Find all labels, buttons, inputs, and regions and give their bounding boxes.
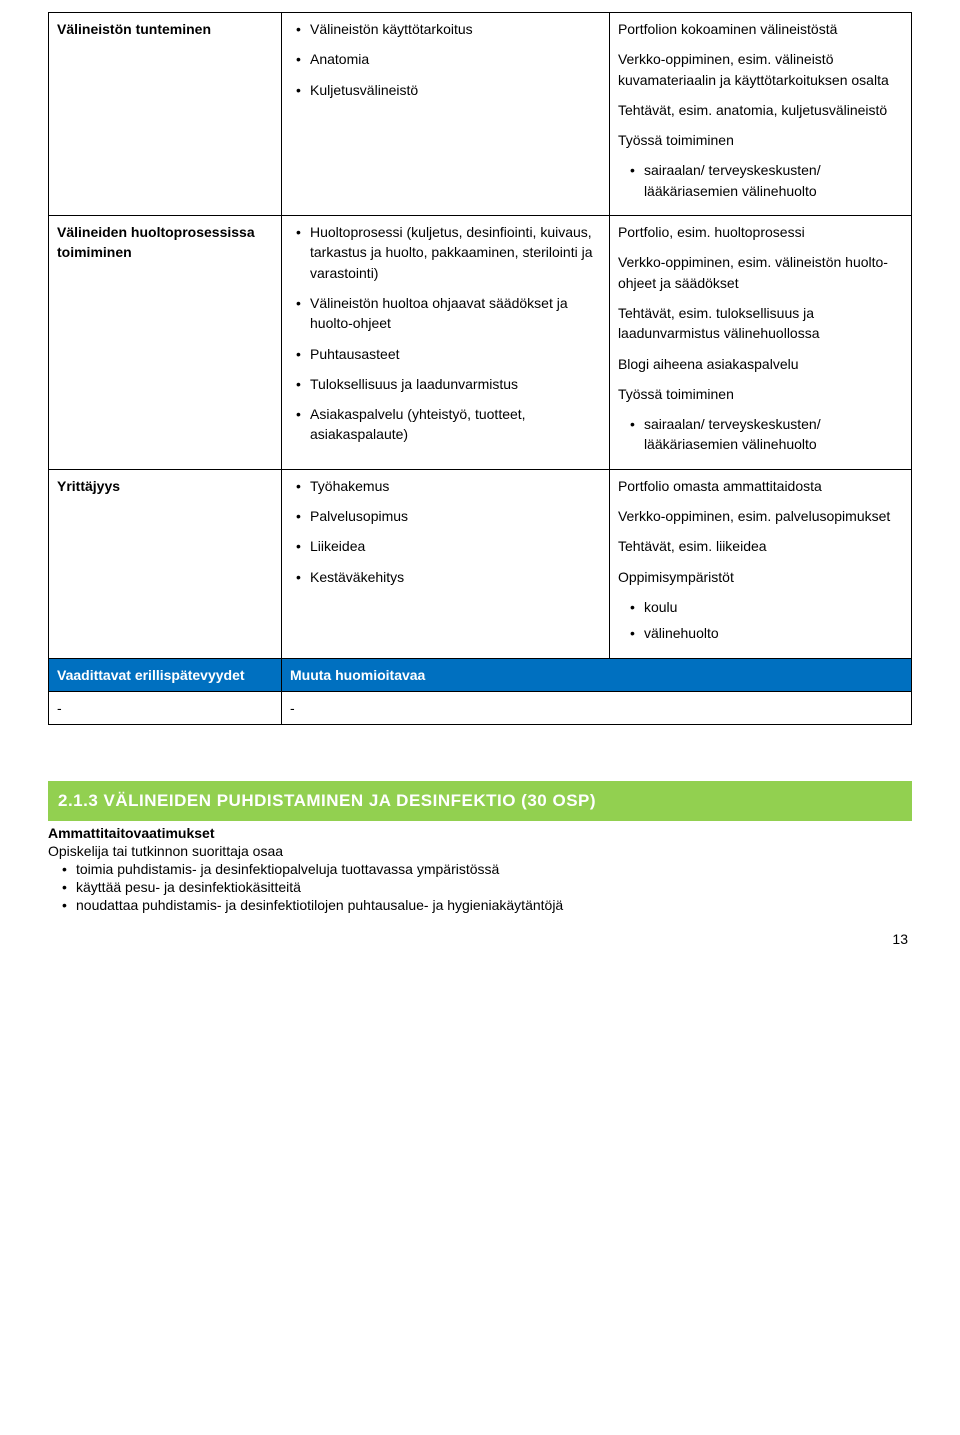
requirements-title: Ammattitaitovaatimukset [48, 825, 912, 841]
blue-right: Muuta huomioitavaa [282, 658, 912, 691]
list-item: toimia puhdistamis- ja desinfektiopalvel… [48, 861, 912, 877]
requirements-intro: Opiskelija tai tutkinnon suorittaja osaa [48, 843, 912, 859]
list-item: välinehuolto [618, 623, 903, 643]
list-item: Anatomia [290, 49, 601, 69]
list-item: käyttää pesu- ja desinfektiokäsitteitä [48, 879, 912, 895]
row3-col2-list: Työhakemus Palvelusopimus Liikeidea Kest… [290, 476, 601, 587]
row3-col3: Portfolio omasta ammattitaidosta Verkko-… [609, 469, 911, 658]
list-item: Huoltoprosessi (kuljetus, desinfiointi, … [290, 222, 601, 283]
row1-title: Välineistön tunteminen [57, 21, 211, 37]
row3-col2: Työhakemus Palvelusopimus Liikeidea Kest… [282, 469, 610, 658]
para: Työssä toimiminen [618, 384, 903, 404]
row1-col3-dots: sairaalan/ terveyskeskusten/ lääkäriasem… [618, 160, 903, 201]
para: Tehtävät, esim. anatomia, kuljetusväline… [618, 100, 903, 120]
para: Tehtävät, esim. liikeidea [618, 536, 903, 556]
page-container: Välineistön tunteminen Välineistön käytt… [0, 0, 960, 971]
row2-col3: Portfolio, esim. huoltoprosessi Verkko-o… [609, 216, 911, 470]
dash-row: - - [49, 691, 912, 724]
para: Tehtävät, esim. tuloksellisuus ja laadun… [618, 303, 903, 344]
table-row: Yrittäjyys Työhakemus Palvelusopimus Lii… [49, 469, 912, 658]
list-item: sairaalan/ terveyskeskusten/ lääkäriasem… [618, 160, 903, 201]
blue-header-row: Vaadittavat erillispätevyydet Muuta huom… [49, 658, 912, 691]
row2-col2-list: Huoltoprosessi (kuljetus, desinfiointi, … [290, 222, 601, 445]
dash-left: - [49, 691, 282, 724]
list-item: koulu [618, 597, 903, 617]
dash-right: - [282, 691, 912, 724]
para: Verkko-oppiminen, esim. välineistön huol… [618, 252, 903, 293]
list-item: Tuloksellisuus ja laadunvarmistus [290, 374, 601, 394]
para: Verkko-oppiminen, esim. välineistö kuvam… [618, 49, 903, 90]
para: Portfolio, esim. huoltoprosessi [618, 222, 903, 242]
para: Portfolio omasta ammattitaidosta [618, 476, 903, 496]
row2-col2: Huoltoprosessi (kuljetus, desinfiointi, … [282, 216, 610, 470]
row1-col1: Välineistön tunteminen [49, 13, 282, 216]
row1-col3: Portfolion kokoaminen välineistöstä Verk… [609, 13, 911, 216]
table-row: Välineistön tunteminen Välineistön käytt… [49, 13, 912, 216]
list-item: Kuljetusvälineistö [290, 80, 601, 100]
para: Oppimisympäristöt [618, 567, 903, 587]
list-item: Palvelusopimus [290, 506, 601, 526]
list-item: Työhakemus [290, 476, 601, 496]
table-row: Välineiden huoltoprosessissa toimiminen … [49, 216, 912, 470]
para: Työssä toimiminen [618, 130, 903, 150]
para: Verkko-oppiminen, esim. palvelusopimukse… [618, 506, 903, 526]
list-item: Liikeidea [290, 536, 601, 556]
row2-col1: Välineiden huoltoprosessissa toimiminen [49, 216, 282, 470]
row3-title: Yrittäjyys [57, 478, 120, 494]
section-gap [48, 725, 912, 781]
list-item: sairaalan/ terveyskeskusten/ lääkäriasem… [618, 414, 903, 455]
list-item: Välineistön huoltoa ohjaavat säädökset j… [290, 293, 601, 334]
para: Portfolion kokoaminen välineistöstä [618, 19, 903, 39]
list-item: Välineistön käyttötarkoitus [290, 19, 601, 39]
list-item: Kestäväkehitys [290, 567, 601, 587]
list-item: Puhtausasteet [290, 344, 601, 364]
requirements-block: Ammattitaitovaatimukset Opiskelija tai t… [48, 825, 912, 913]
blue-left: Vaadittavat erillispätevyydet [49, 658, 282, 691]
row3-col1: Yrittäjyys [49, 469, 282, 658]
row2-title: Välineiden huoltoprosessissa toimiminen [57, 224, 255, 260]
curriculum-table: Välineistön tunteminen Välineistön käytt… [48, 12, 912, 725]
section-banner: 2.1.3 VÄLINEIDEN PUHDISTAMINEN JA DESINF… [48, 781, 912, 821]
row1-col2-list: Välineistön käyttötarkoitus Anatomia Kul… [290, 19, 601, 100]
requirements-list: toimia puhdistamis- ja desinfektiopalvel… [48, 861, 912, 913]
list-item: Asiakaspalvelu (yhteistyö, tuotteet, asi… [290, 404, 601, 445]
row1-col2: Välineistön käyttötarkoitus Anatomia Kul… [282, 13, 610, 216]
row3-col3-dots: koulu välinehuolto [618, 597, 903, 644]
list-item: noudattaa puhdistamis- ja desinfektiotil… [48, 897, 912, 913]
page-number: 13 [48, 931, 912, 947]
para: Blogi aiheena asiakaspalvelu [618, 354, 903, 374]
row2-col3-dots: sairaalan/ terveyskeskusten/ lääkäriasem… [618, 414, 903, 455]
